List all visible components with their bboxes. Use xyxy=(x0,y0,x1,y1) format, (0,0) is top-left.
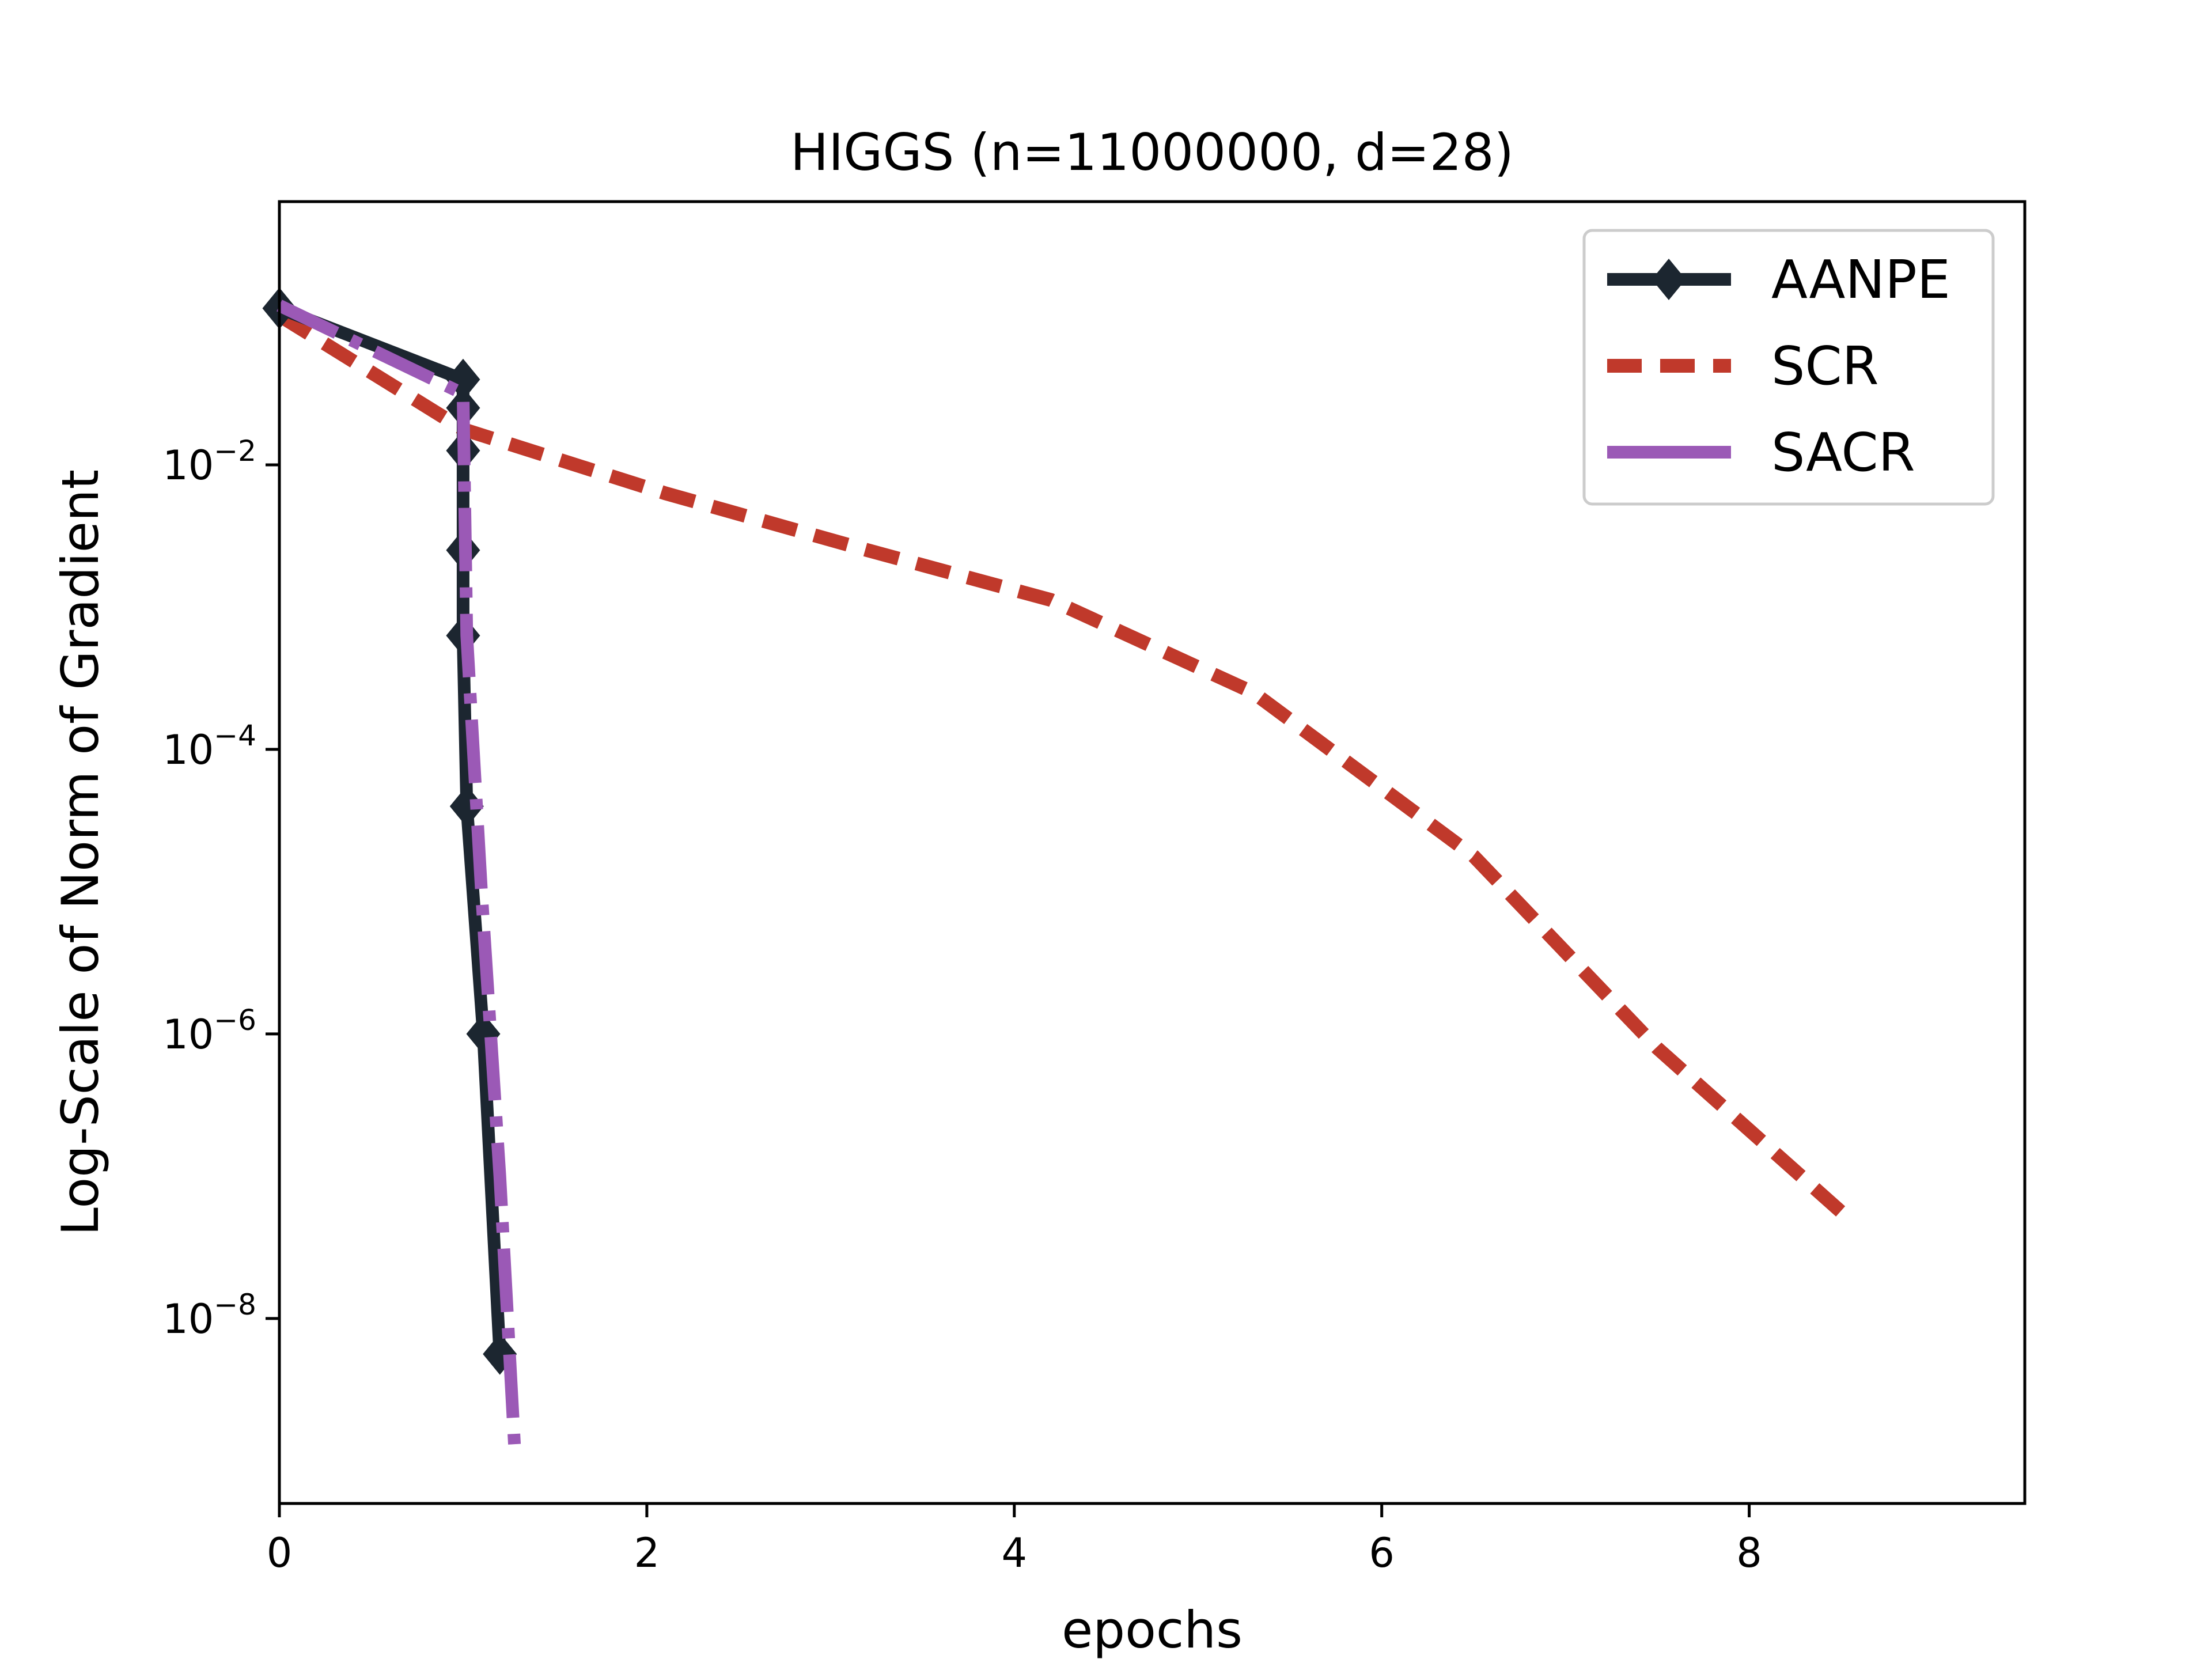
y-tick-label: 10−8 xyxy=(162,1288,256,1343)
x-tick-label: 0 xyxy=(267,1529,293,1577)
y-tick-label: 10−6 xyxy=(162,1003,256,1058)
y-tick-label: 10−2 xyxy=(162,434,256,489)
x-tick-label: 6 xyxy=(1369,1529,1395,1577)
y-tick-label: 10−4 xyxy=(162,719,256,774)
y-axis: 10−2 10−4 10−6 10−8 xyxy=(162,434,279,1343)
data-point xyxy=(449,785,484,827)
series-line-sacr xyxy=(276,300,521,1447)
series-sacr xyxy=(276,300,521,1447)
legend-item-scr: SCR xyxy=(1607,335,1879,397)
plot-frame xyxy=(278,200,2027,1505)
legend-label: SCR xyxy=(1771,335,1879,397)
x-tick-label: 4 xyxy=(1002,1529,1028,1577)
legend-box xyxy=(1582,229,1995,506)
series-line-scr xyxy=(275,309,1846,1217)
x-axis: 0 2 4 6 8 xyxy=(267,1503,1762,1577)
chart-title: HIGGS (n=11000000, d=28) xyxy=(790,123,1514,182)
legend-marker xyxy=(1652,259,1686,300)
x-tick-label: 8 xyxy=(1736,1529,1762,1577)
legend-item-aanpe: AANPE xyxy=(1607,249,1950,310)
y-axis-label: Log-Scale of Norm of Gradient xyxy=(51,469,110,1236)
legend-label: SACR xyxy=(1771,422,1915,483)
x-axis-label: epochs xyxy=(1062,1600,1243,1659)
series-scr xyxy=(275,309,1846,1217)
legend-label: AANPE xyxy=(1771,249,1950,310)
x-tick-label: 2 xyxy=(634,1529,660,1577)
legend: AANPE SCR SACR xyxy=(1582,229,1995,506)
legend-item-sacr: SACR xyxy=(1607,422,1915,483)
